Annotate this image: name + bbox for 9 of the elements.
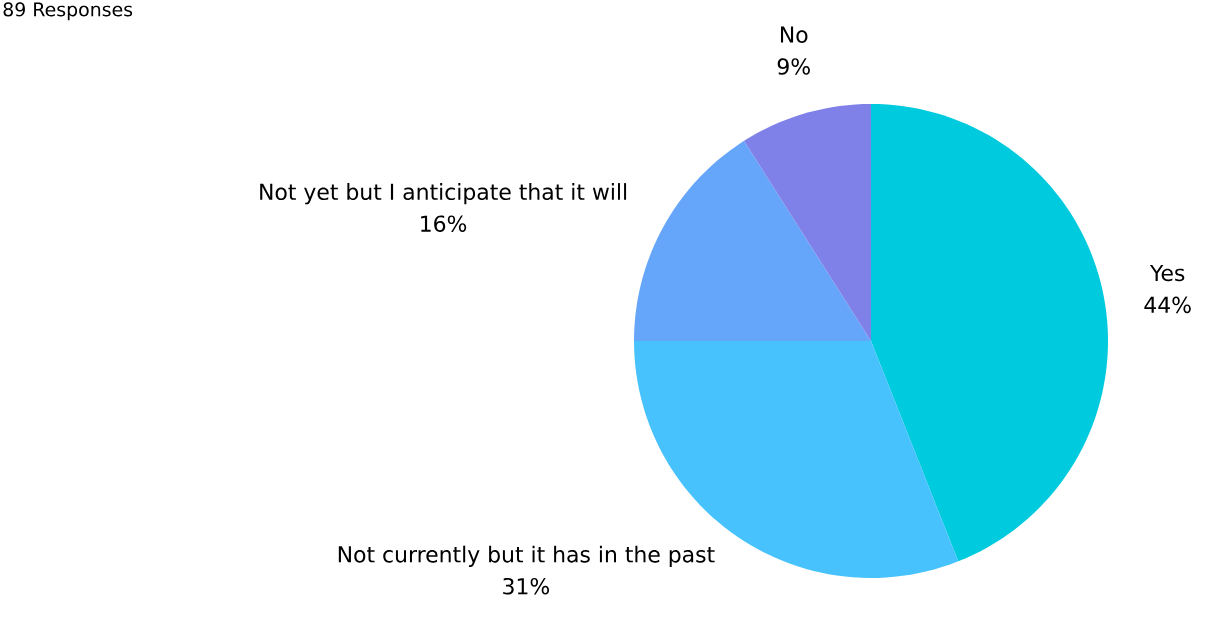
data-label: 44% [1144, 296, 1191, 314]
slice-label: Not yet but I anticipate that it will [260, 183, 627, 205]
data-label: 31% [503, 577, 550, 595]
slice-label: No [780, 26, 808, 43]
slice-label: Yes [1149, 264, 1185, 282]
slice-label: Not currently but it has in the past [338, 545, 715, 567]
data-label: 16% [421, 215, 467, 232]
data-label: 9% [777, 58, 810, 75]
text: 89 Responses [3, 2, 133, 21]
